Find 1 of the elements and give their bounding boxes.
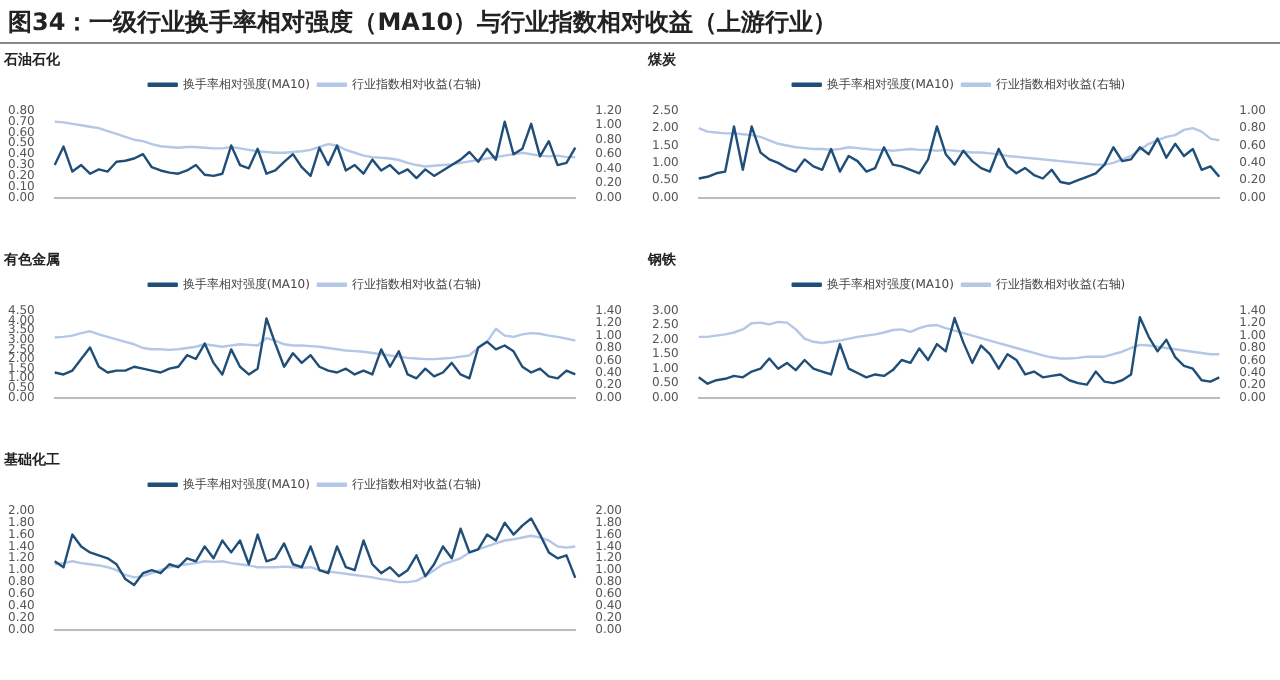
caption: 图34：一级行业换手率相对强度（MA10）与行业指数相对收益（上游行业） (8, 6, 838, 40)
